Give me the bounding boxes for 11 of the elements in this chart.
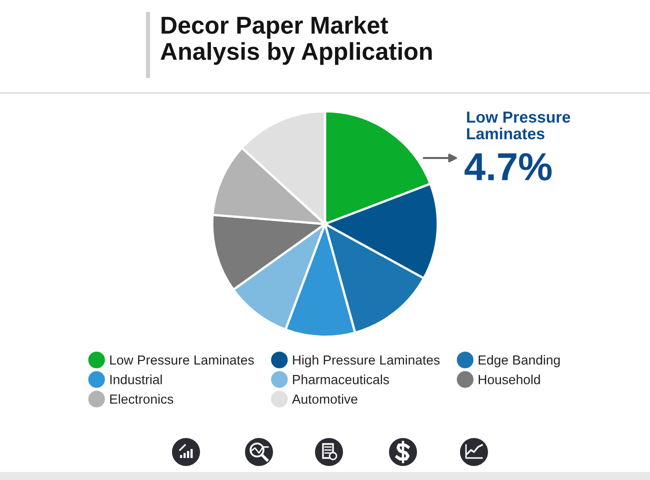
legend-label: Edge Banding xyxy=(478,355,560,368)
legend-label: Industrial xyxy=(110,374,162,384)
chart-title: Decor Paper Market Analysis by Application xyxy=(160,16,432,65)
legend-label: High Pressure Laminates xyxy=(293,355,440,368)
legend-label: Automotive xyxy=(292,394,358,404)
legend-label: Low Pressure Laminates xyxy=(110,355,254,365)
legend-label: Household xyxy=(478,374,540,384)
legend-label: Pharmaceuticals xyxy=(293,374,389,384)
legend-label: Electronics xyxy=(110,394,174,404)
text: Low Pressure Laminates xyxy=(467,112,570,140)
text: 4.7% xyxy=(464,153,552,180)
